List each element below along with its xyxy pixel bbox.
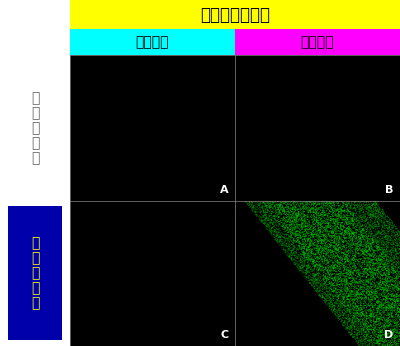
Text: 糖鎖無し: 糖鎖無し [136,35,169,49]
Text: 炎
症
マ
ウ
ス: 炎 症 マ ウ ス [31,236,39,311]
Text: B: B [385,185,393,195]
Text: C: C [220,330,228,340]
Text: 正
常
マ
ウ
ス: 正 常 マ ウ ス [31,91,39,165]
Text: リポソーム投与: リポソーム投与 [200,6,270,24]
FancyBboxPatch shape [8,207,62,340]
Text: 糖鎖付き: 糖鎖付き [301,35,334,49]
Text: D: D [384,330,393,340]
Text: A: A [220,185,228,195]
